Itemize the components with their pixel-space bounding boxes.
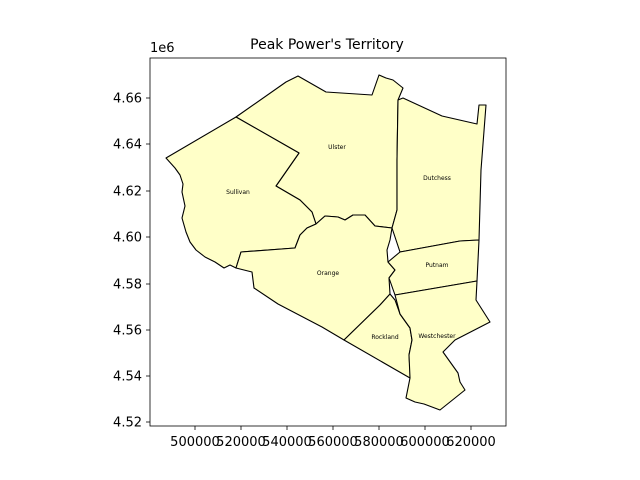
county-shape-orange — [235, 214, 396, 341]
x-tick-label: 620000 — [446, 435, 496, 450]
y-tick-label: 4.52 — [113, 416, 142, 431]
county-label-westchester: Westchester — [418, 333, 456, 340]
x-tick-label: 600000 — [400, 435, 450, 450]
y-axis-offset-label: 1e6 — [150, 41, 175, 56]
x-tick-label: 500000 — [170, 435, 220, 450]
counties-layer — [165, 74, 491, 411]
county-label-ulster: Ulster — [328, 144, 346, 151]
county-shape-sullivan — [165, 116, 317, 269]
county-shape-dutchess — [391, 97, 487, 253]
county-label-putnam: Putnam — [426, 262, 449, 269]
y-tick-label: 4.54 — [113, 370, 142, 385]
x-tick-label: 540000 — [262, 435, 312, 450]
county-shape-westchester — [394, 280, 491, 411]
y-tick-label: 4.60 — [113, 231, 142, 246]
county-label-orange: Orange — [317, 270, 339, 277]
x-tick-label: 520000 — [216, 435, 266, 450]
x-axis: 5000005200005400005600005800006000006200… — [170, 426, 496, 450]
y-tick-label: 4.66 — [113, 92, 142, 107]
y-tick-label: 4.58 — [113, 278, 142, 293]
y-tick-label: 4.62 — [113, 185, 142, 200]
y-tick-label: 4.56 — [113, 324, 142, 339]
x-tick-label: 580000 — [354, 435, 404, 450]
y-tick-label: 4.64 — [113, 138, 142, 153]
county-label-dutchess: Dutchess — [423, 175, 451, 182]
x-tick-label: 560000 — [308, 435, 358, 450]
county-label-sullivan: Sullivan — [226, 189, 250, 196]
county-label-rockland: Rockland — [371, 334, 398, 341]
y-axis: 4.52 4.54 4.56 4.58 4.60 4.62 4.64 4.66 — [113, 92, 150, 431]
county-labels: Ulster Sullivan Dutchess Orange Putnam R… — [226, 144, 456, 341]
map-title: Peak Power's Territory — [250, 37, 404, 53]
